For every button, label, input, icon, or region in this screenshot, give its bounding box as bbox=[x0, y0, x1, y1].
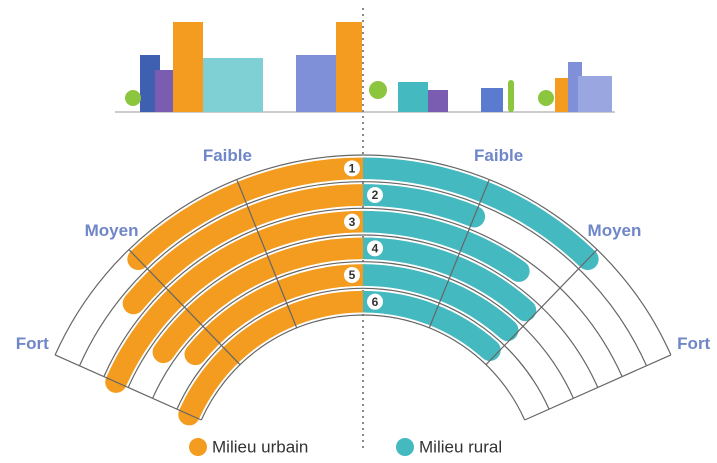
tick-label: Faible bbox=[474, 146, 523, 165]
category-label: 3 bbox=[349, 215, 356, 229]
legend-label: Milieu rural bbox=[419, 437, 502, 456]
legend-swatch bbox=[189, 438, 207, 456]
chart: Faible Faible Moyen Moyen Fort Fort 1 2 3 4 5 6 Mil… bbox=[0, 0, 717, 463]
grid-line bbox=[525, 355, 671, 420]
tick-label: Faible bbox=[203, 146, 252, 165]
legend-label: Milieu urbain bbox=[212, 437, 308, 456]
plot: Faible Faible Moyen Moyen Fort Fort 1 2 3 4 5 6 bbox=[16, 146, 711, 426]
tick-label: Fort bbox=[677, 334, 710, 353]
legend-swatch bbox=[396, 438, 414, 456]
category-label: 6 bbox=[372, 295, 379, 309]
illustration bbox=[115, 22, 615, 112]
category-label: 2 bbox=[372, 188, 379, 202]
tick-label: Moyen bbox=[85, 221, 139, 240]
category-label: 5 bbox=[349, 268, 356, 282]
tick-label: Fort bbox=[16, 334, 49, 353]
legend: Milieu urbain Milieu rural bbox=[189, 437, 502, 456]
category-label: 1 bbox=[349, 162, 356, 176]
tick-label: Moyen bbox=[588, 221, 642, 240]
category-label: 4 bbox=[372, 242, 379, 256]
